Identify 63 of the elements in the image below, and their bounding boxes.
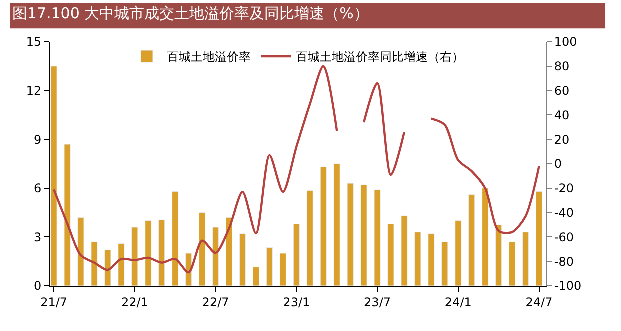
- legend-label: 百城土地溢价率同比增速（右）: [296, 50, 464, 64]
- bar: [428, 234, 435, 286]
- bar: [78, 217, 84, 286]
- y-tick-label: 12: [26, 84, 42, 98]
- bar: [91, 242, 98, 286]
- bar: [199, 212, 206, 286]
- bar: [442, 242, 448, 286]
- bar: [468, 194, 476, 286]
- bar: [509, 242, 516, 286]
- bar: [280, 253, 286, 286]
- bar: [104, 250, 112, 286]
- bar: [388, 224, 394, 286]
- x-tick-label: 23/1: [283, 295, 310, 310]
- y2-tick-label: -80: [554, 254, 574, 269]
- x-tick-label: 23/7: [364, 295, 391, 310]
- bar: [132, 227, 138, 286]
- y2-tick-label: 80: [554, 60, 570, 74]
- x-tick-label: 21/7: [40, 295, 68, 310]
- y-tick-label: 15: [26, 35, 42, 50]
- bar: [158, 220, 166, 286]
- bar: [118, 243, 125, 286]
- bar: [455, 220, 462, 286]
- bar: [145, 220, 152, 286]
- y-tick-label: 6: [34, 182, 42, 196]
- bar: [320, 167, 327, 286]
- bar: [522, 232, 530, 286]
- bar: [252, 267, 260, 286]
- y2-tick-label: 0: [554, 157, 562, 172]
- bar: [334, 164, 340, 286]
- bar: [482, 188, 489, 286]
- bar: [536, 191, 543, 286]
- bar: [414, 232, 422, 286]
- x-tick-label: 22/7: [202, 295, 230, 310]
- y2-tick-label: -40: [554, 206, 574, 220]
- x-tick-label: 22/1: [121, 295, 148, 310]
- legend-label: 百城土地溢价率: [167, 50, 251, 64]
- bar: [293, 224, 300, 286]
- y-tick-label: 9: [34, 132, 42, 147]
- y2-tick-label: 20: [554, 132, 570, 147]
- bar: [64, 144, 71, 286]
- bar: [360, 184, 368, 286]
- y2-tick-label: 60: [554, 84, 570, 98]
- y2-tick-label: 40: [554, 108, 570, 122]
- bar: [401, 216, 408, 286]
- bar: [50, 66, 58, 286]
- bar: [306, 190, 314, 286]
- bar: [266, 248, 273, 286]
- bar: [496, 224, 502, 286]
- y2-tick-label: -20: [554, 182, 574, 196]
- bar: [226, 217, 233, 286]
- chart-title: 图17.100 大中城市成交土地溢价率及同比增速（%）: [12, 4, 369, 22]
- y-tick-label: 3: [34, 230, 42, 244]
- bar: [212, 227, 220, 286]
- x-tick-label: 24/1: [444, 295, 472, 310]
- y-tick-label: 0: [34, 279, 42, 294]
- y2-tick-label: -100: [554, 279, 582, 294]
- bar: [347, 183, 354, 286]
- x-tick-label: 24/7: [526, 295, 553, 310]
- y2-tick-label: 100: [554, 35, 578, 50]
- bar: [172, 191, 179, 286]
- bar: [374, 190, 381, 286]
- y2-tick-label: -60: [554, 230, 574, 244]
- bar: [239, 234, 246, 286]
